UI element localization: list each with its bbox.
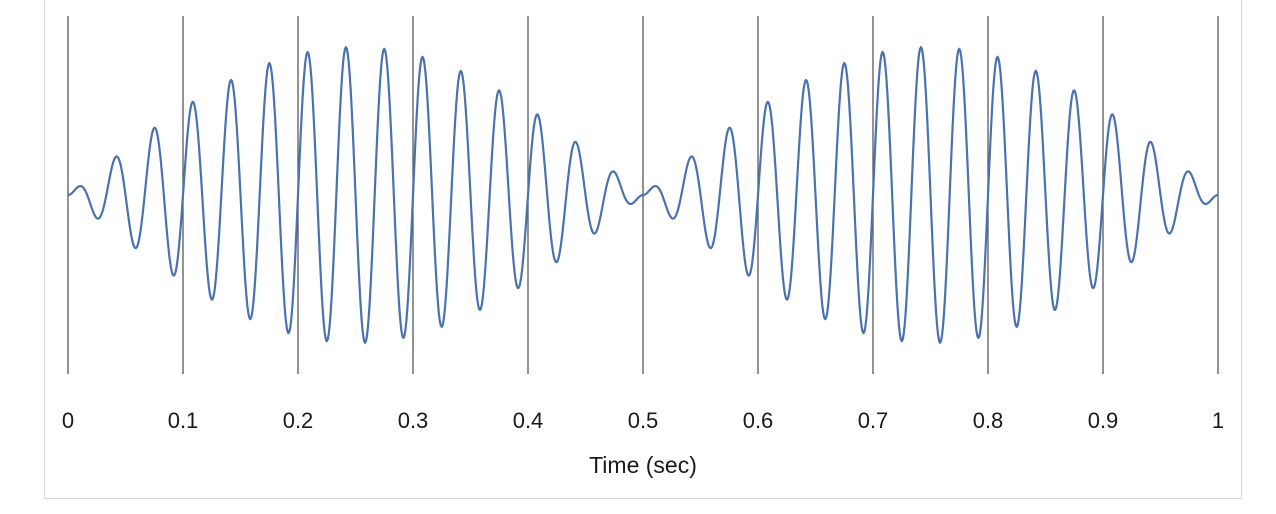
x-tick-label: 0.8 <box>973 408 1004 433</box>
waveform-series-line <box>67 46 1219 344</box>
x-tick-label: 0.4 <box>513 408 544 433</box>
x-tick-label: 0 <box>62 408 74 433</box>
x-tick-label: 0.2 <box>283 408 314 433</box>
x-tick-label: 1 <box>1212 408 1224 433</box>
x-tick-label: 0.5 <box>628 408 659 433</box>
series-layer <box>67 46 1219 344</box>
x-tick-label: 0.7 <box>858 408 889 433</box>
x-axis-title: Time (sec) <box>589 452 697 478</box>
x-tick-label: 0.9 <box>1088 408 1119 433</box>
x-tick-label: 0.3 <box>398 408 429 433</box>
x-tick-label: 0.1 <box>168 408 199 433</box>
x-tick-label: 0.6 <box>743 408 774 433</box>
x-tick-labels: 0 0.1 0.2 0.3 0.4 0.5 0.6 0.7 0.8 0.9 1 <box>62 408 1224 433</box>
